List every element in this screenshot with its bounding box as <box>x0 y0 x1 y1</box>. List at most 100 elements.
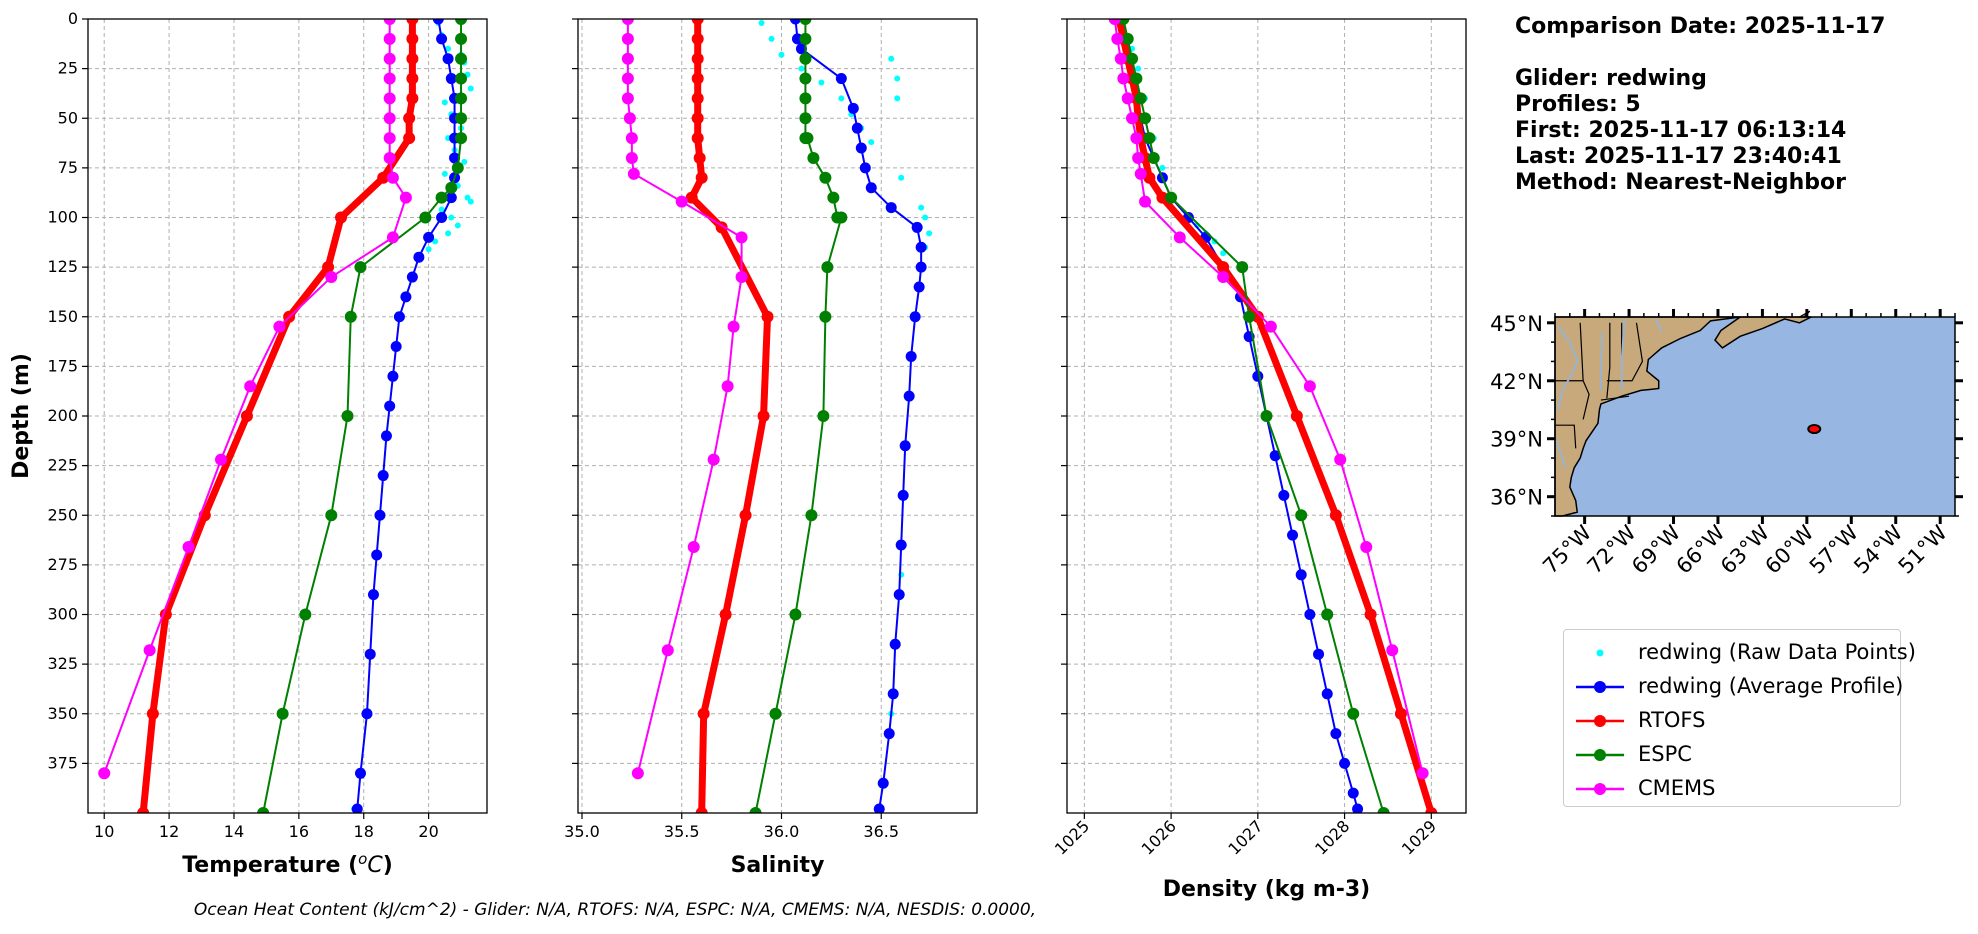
y-tick-label: 100 <box>47 208 78 227</box>
density-panel: 1025 1026 1027 1028 1029 Density (kg m-3) <box>1051 18 1467 902</box>
redwing-average-profile-marker <box>406 271 418 283</box>
redwing-raw-data-points-point <box>448 214 455 221</box>
redwing-average-profile-marker <box>432 19 444 25</box>
cmems-marker <box>98 767 111 780</box>
rtofs-marker <box>691 132 704 145</box>
y-tick-label: 25 <box>58 59 78 78</box>
rtofs-marker <box>691 72 704 85</box>
redwing-average-profile-marker <box>1295 569 1307 581</box>
rtofs-marker <box>685 191 698 204</box>
redwing-average-profile-marker <box>1278 489 1290 501</box>
redwing-average-profile-marker <box>859 162 871 174</box>
redwing-average-profile-marker <box>895 539 907 551</box>
y-tick-label: 200 <box>47 406 78 425</box>
espc-marker <box>455 112 468 125</box>
info-spacer <box>1515 40 1885 66</box>
rtofs-marker <box>697 707 710 720</box>
redwing-average-profile-marker <box>889 638 901 650</box>
lon-label: 75°W <box>1538 520 1596 578</box>
redwing-average-profile-line <box>356 19 456 810</box>
redwing-average-profile-marker <box>1339 757 1351 769</box>
rtofs-marker <box>137 807 150 813</box>
rtofs-marker <box>406 72 419 85</box>
rtofs-marker <box>761 310 774 323</box>
redwing-raw-data-points-point <box>778 51 785 58</box>
redwing-average-profile-marker <box>795 43 807 55</box>
redwing-raw-data-points-point <box>922 214 929 221</box>
espc-marker <box>341 410 354 422</box>
rtofs-marker <box>240 410 253 422</box>
cmems-marker <box>631 767 644 780</box>
rtofs-marker <box>406 92 419 105</box>
redwing-average-profile-marker <box>913 281 925 293</box>
state-border <box>1600 395 1630 401</box>
legend-symbol <box>1596 649 1604 657</box>
redwing-raw-data-points-point <box>425 246 432 253</box>
legend-symbol <box>1576 749 1624 761</box>
x-tick-label: 1025 <box>1051 816 1093 858</box>
y-tick-label: 150 <box>47 307 78 326</box>
espc-marker <box>455 72 468 85</box>
rtofs-marker <box>377 171 390 184</box>
redwing-average-profile-marker <box>789 19 801 25</box>
cmems-marker <box>627 167 640 180</box>
redwing-average-profile-marker <box>1313 648 1325 660</box>
rtofs-marker <box>403 112 416 125</box>
espc-marker <box>1126 52 1139 65</box>
rtofs-marker <box>1217 261 1230 274</box>
x-tick-label: 1028 <box>1311 816 1353 858</box>
x-tick-label: 35.0 <box>564 822 600 841</box>
redwing-average-profile-marker <box>873 803 885 813</box>
cmems-marker <box>215 453 227 466</box>
cmems-marker <box>621 52 634 65</box>
legend-label: CMEMS <box>1638 776 1716 800</box>
x-tick-label: 20 <box>418 822 438 841</box>
redwing-raw-data-points-point <box>926 230 933 237</box>
cmems-marker <box>1264 320 1277 333</box>
cmems-marker <box>1386 644 1399 657</box>
legend-label: redwing (Average Profile) <box>1638 674 1904 698</box>
legend-dot <box>1596 649 1604 657</box>
redwing-average-profile-marker <box>384 400 396 412</box>
espc-marker <box>819 310 832 323</box>
rtofs-marker <box>691 52 704 65</box>
y-tick-label: 125 <box>47 257 78 276</box>
redwing-average-profile-marker <box>445 73 457 85</box>
espc-marker <box>799 52 812 65</box>
espc-marker <box>1347 707 1360 720</box>
x-axis-label-unit-c: C <box>367 853 383 878</box>
cmems-marker <box>325 271 338 284</box>
espc-marker <box>789 608 802 621</box>
y-tick-label: 375 <box>47 753 78 772</box>
espc-marker <box>1139 112 1152 125</box>
cmems-line <box>626 19 743 774</box>
cmems-line <box>1113 19 1424 774</box>
legend-entry-rtofs: RTOFS <box>1564 706 1900 736</box>
rtofs-marker <box>1364 608 1377 621</box>
x-axis-label-text: Temperature ( <box>182 853 358 878</box>
x-tick-label: 36.5 <box>863 822 899 841</box>
rtofs-marker <box>335 211 348 224</box>
x-tick-label: 1027 <box>1224 816 1266 858</box>
lon-label: 51°W <box>1894 520 1952 578</box>
land-area <box>1554 316 1812 517</box>
x-tick-label: 10 <box>94 822 114 841</box>
redwing-raw-data-points-point <box>894 95 901 102</box>
x-tick-label: 16 <box>289 822 309 841</box>
cmems-marker <box>1217 271 1230 284</box>
redwing-average-profile-marker <box>423 231 435 243</box>
espc-marker <box>1295 509 1308 522</box>
x-tick-label: 14 <box>224 822 244 841</box>
glider-name: Glider: redwing <box>1515 66 1707 91</box>
rtofs-marker <box>1156 191 1169 204</box>
legend: redwing (Raw Data Points) redwing (Averag… <box>1563 629 1916 807</box>
redwing-average-profile-marker <box>380 430 392 442</box>
rtofs-marker <box>1425 807 1438 813</box>
y-axis-label: Depth (m) <box>9 353 34 479</box>
rtofs-marker <box>1329 509 1342 522</box>
cmems-marker <box>1111 32 1124 45</box>
legend-symbol <box>1576 681 1624 693</box>
cmems-marker <box>727 320 740 333</box>
cmems-marker <box>621 92 634 105</box>
lon-label: 69°W <box>1627 520 1685 578</box>
